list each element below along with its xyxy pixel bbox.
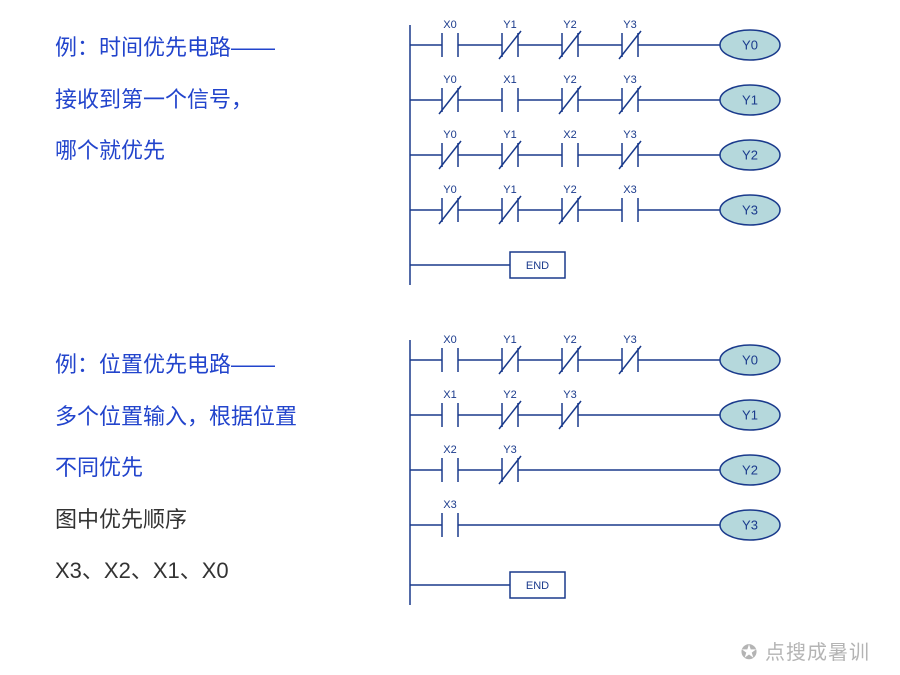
svg-text:X1: X1 bbox=[443, 389, 456, 401]
text-line: 不同优先 bbox=[55, 448, 297, 488]
svg-text:X1: X1 bbox=[503, 74, 516, 86]
svg-text:Y3: Y3 bbox=[623, 19, 636, 31]
svg-text:X0: X0 bbox=[443, 334, 456, 346]
svg-text:Y2: Y2 bbox=[563, 74, 576, 86]
svg-text:Y2: Y2 bbox=[742, 462, 758, 477]
svg-text:X2: X2 bbox=[563, 129, 576, 141]
svg-text:Y1: Y1 bbox=[742, 92, 758, 107]
svg-text:Y2: Y2 bbox=[563, 334, 576, 346]
svg-text:Y3: Y3 bbox=[623, 74, 636, 86]
svg-text:END: END bbox=[526, 580, 549, 592]
svg-text:X0: X0 bbox=[443, 19, 456, 31]
svg-text:Y2: Y2 bbox=[563, 19, 576, 31]
watermark-text: ✪ 点搜成暑训 bbox=[741, 636, 870, 665]
svg-text:Y1: Y1 bbox=[742, 407, 758, 422]
svg-text:Y1: Y1 bbox=[503, 184, 516, 196]
svg-text:Y0: Y0 bbox=[443, 184, 456, 196]
svg-text:Y2: Y2 bbox=[742, 147, 758, 162]
text-line: 例：位置优先电路—— bbox=[55, 345, 297, 385]
svg-text:Y3: Y3 bbox=[623, 129, 636, 141]
svg-text:X2: X2 bbox=[443, 444, 456, 456]
svg-text:END: END bbox=[526, 260, 549, 272]
text-line: X3、X2、X1、X0 bbox=[55, 551, 297, 591]
svg-text:Y1: Y1 bbox=[503, 334, 516, 346]
text-line: 哪个就优先 bbox=[55, 131, 275, 171]
svg-text:X3: X3 bbox=[623, 184, 636, 196]
svg-text:Y0: Y0 bbox=[742, 37, 758, 52]
example2-text: 例：位置优先电路—— 多个位置输入，根据位置不同优先图中优先顺序 X3、X2、X1、… bbox=[55, 345, 297, 603]
example1-text: 例：时间优先电路—— 接收到第一个信号， 哪个就优先 bbox=[55, 28, 275, 183]
text-line: 图中优先顺序 bbox=[55, 500, 297, 540]
text-line: 例：时间优先电路—— bbox=[55, 28, 275, 68]
svg-text:Y0: Y0 bbox=[443, 129, 456, 141]
svg-text:Y3: Y3 bbox=[623, 334, 636, 346]
svg-text:Y3: Y3 bbox=[503, 444, 516, 456]
text-line: 多个位置输入，根据位置 bbox=[55, 397, 297, 437]
svg-text:Y0: Y0 bbox=[742, 352, 758, 367]
svg-text:Y1: Y1 bbox=[503, 129, 516, 141]
svg-text:Y2: Y2 bbox=[503, 389, 516, 401]
svg-text:X3: X3 bbox=[443, 499, 456, 511]
svg-text:Y1: Y1 bbox=[503, 19, 516, 31]
svg-text:Y3: Y3 bbox=[742, 517, 758, 532]
ladder-diagram-2: X0 Y1 Y2 Y3 Y0 X1 Y2 Y3 Y1 X2 Y3 Y2 X3 Y3 END bbox=[400, 330, 860, 615]
svg-text:Y3: Y3 bbox=[563, 389, 576, 401]
svg-text:Y3: Y3 bbox=[742, 202, 758, 217]
ladder-diagram-1: X0 Y1 Y2 Y3 Y0 Y0 X1 Y2 Y3 Y1 Y0 Y1 X2 Y3 Y2 Y0 Y1 Y2 X3 Y3… bbox=[400, 15, 860, 290]
svg-text:Y0: Y0 bbox=[443, 74, 456, 86]
svg-text:Y2: Y2 bbox=[563, 184, 576, 196]
text-line: 接收到第一个信号， bbox=[55, 80, 275, 120]
